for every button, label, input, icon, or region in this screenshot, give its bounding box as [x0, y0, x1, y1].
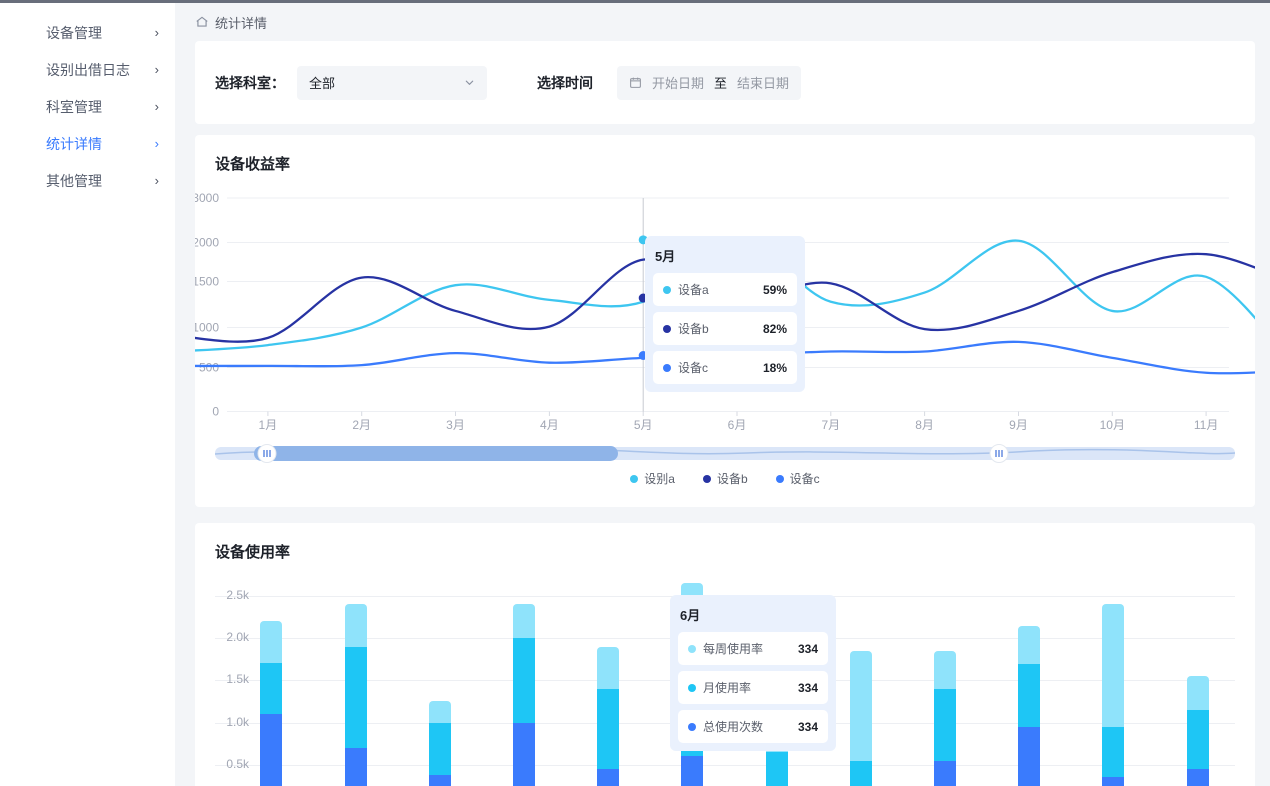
svg-text:3月: 3月: [446, 418, 465, 432]
svg-text:1000: 1000: [195, 321, 219, 335]
svg-text:500: 500: [199, 361, 219, 375]
svg-text:10月: 10月: [1100, 418, 1125, 432]
svg-text:3000: 3000: [195, 191, 219, 205]
svg-text:9月: 9月: [1009, 418, 1028, 432]
svg-text:5月: 5月: [634, 418, 653, 432]
svg-text:1500: 1500: [195, 275, 219, 289]
svg-text:11月: 11月: [1194, 418, 1218, 432]
svg-text:2000: 2000: [195, 236, 219, 250]
svg-text:4月: 4月: [540, 418, 559, 432]
svg-text:7月: 7月: [821, 418, 840, 432]
svg-text:6月: 6月: [728, 418, 747, 432]
svg-text:2月: 2月: [352, 418, 371, 432]
svg-text:1月: 1月: [259, 418, 278, 432]
svg-text:8月: 8月: [915, 418, 934, 432]
svg-text:0: 0: [212, 405, 219, 419]
